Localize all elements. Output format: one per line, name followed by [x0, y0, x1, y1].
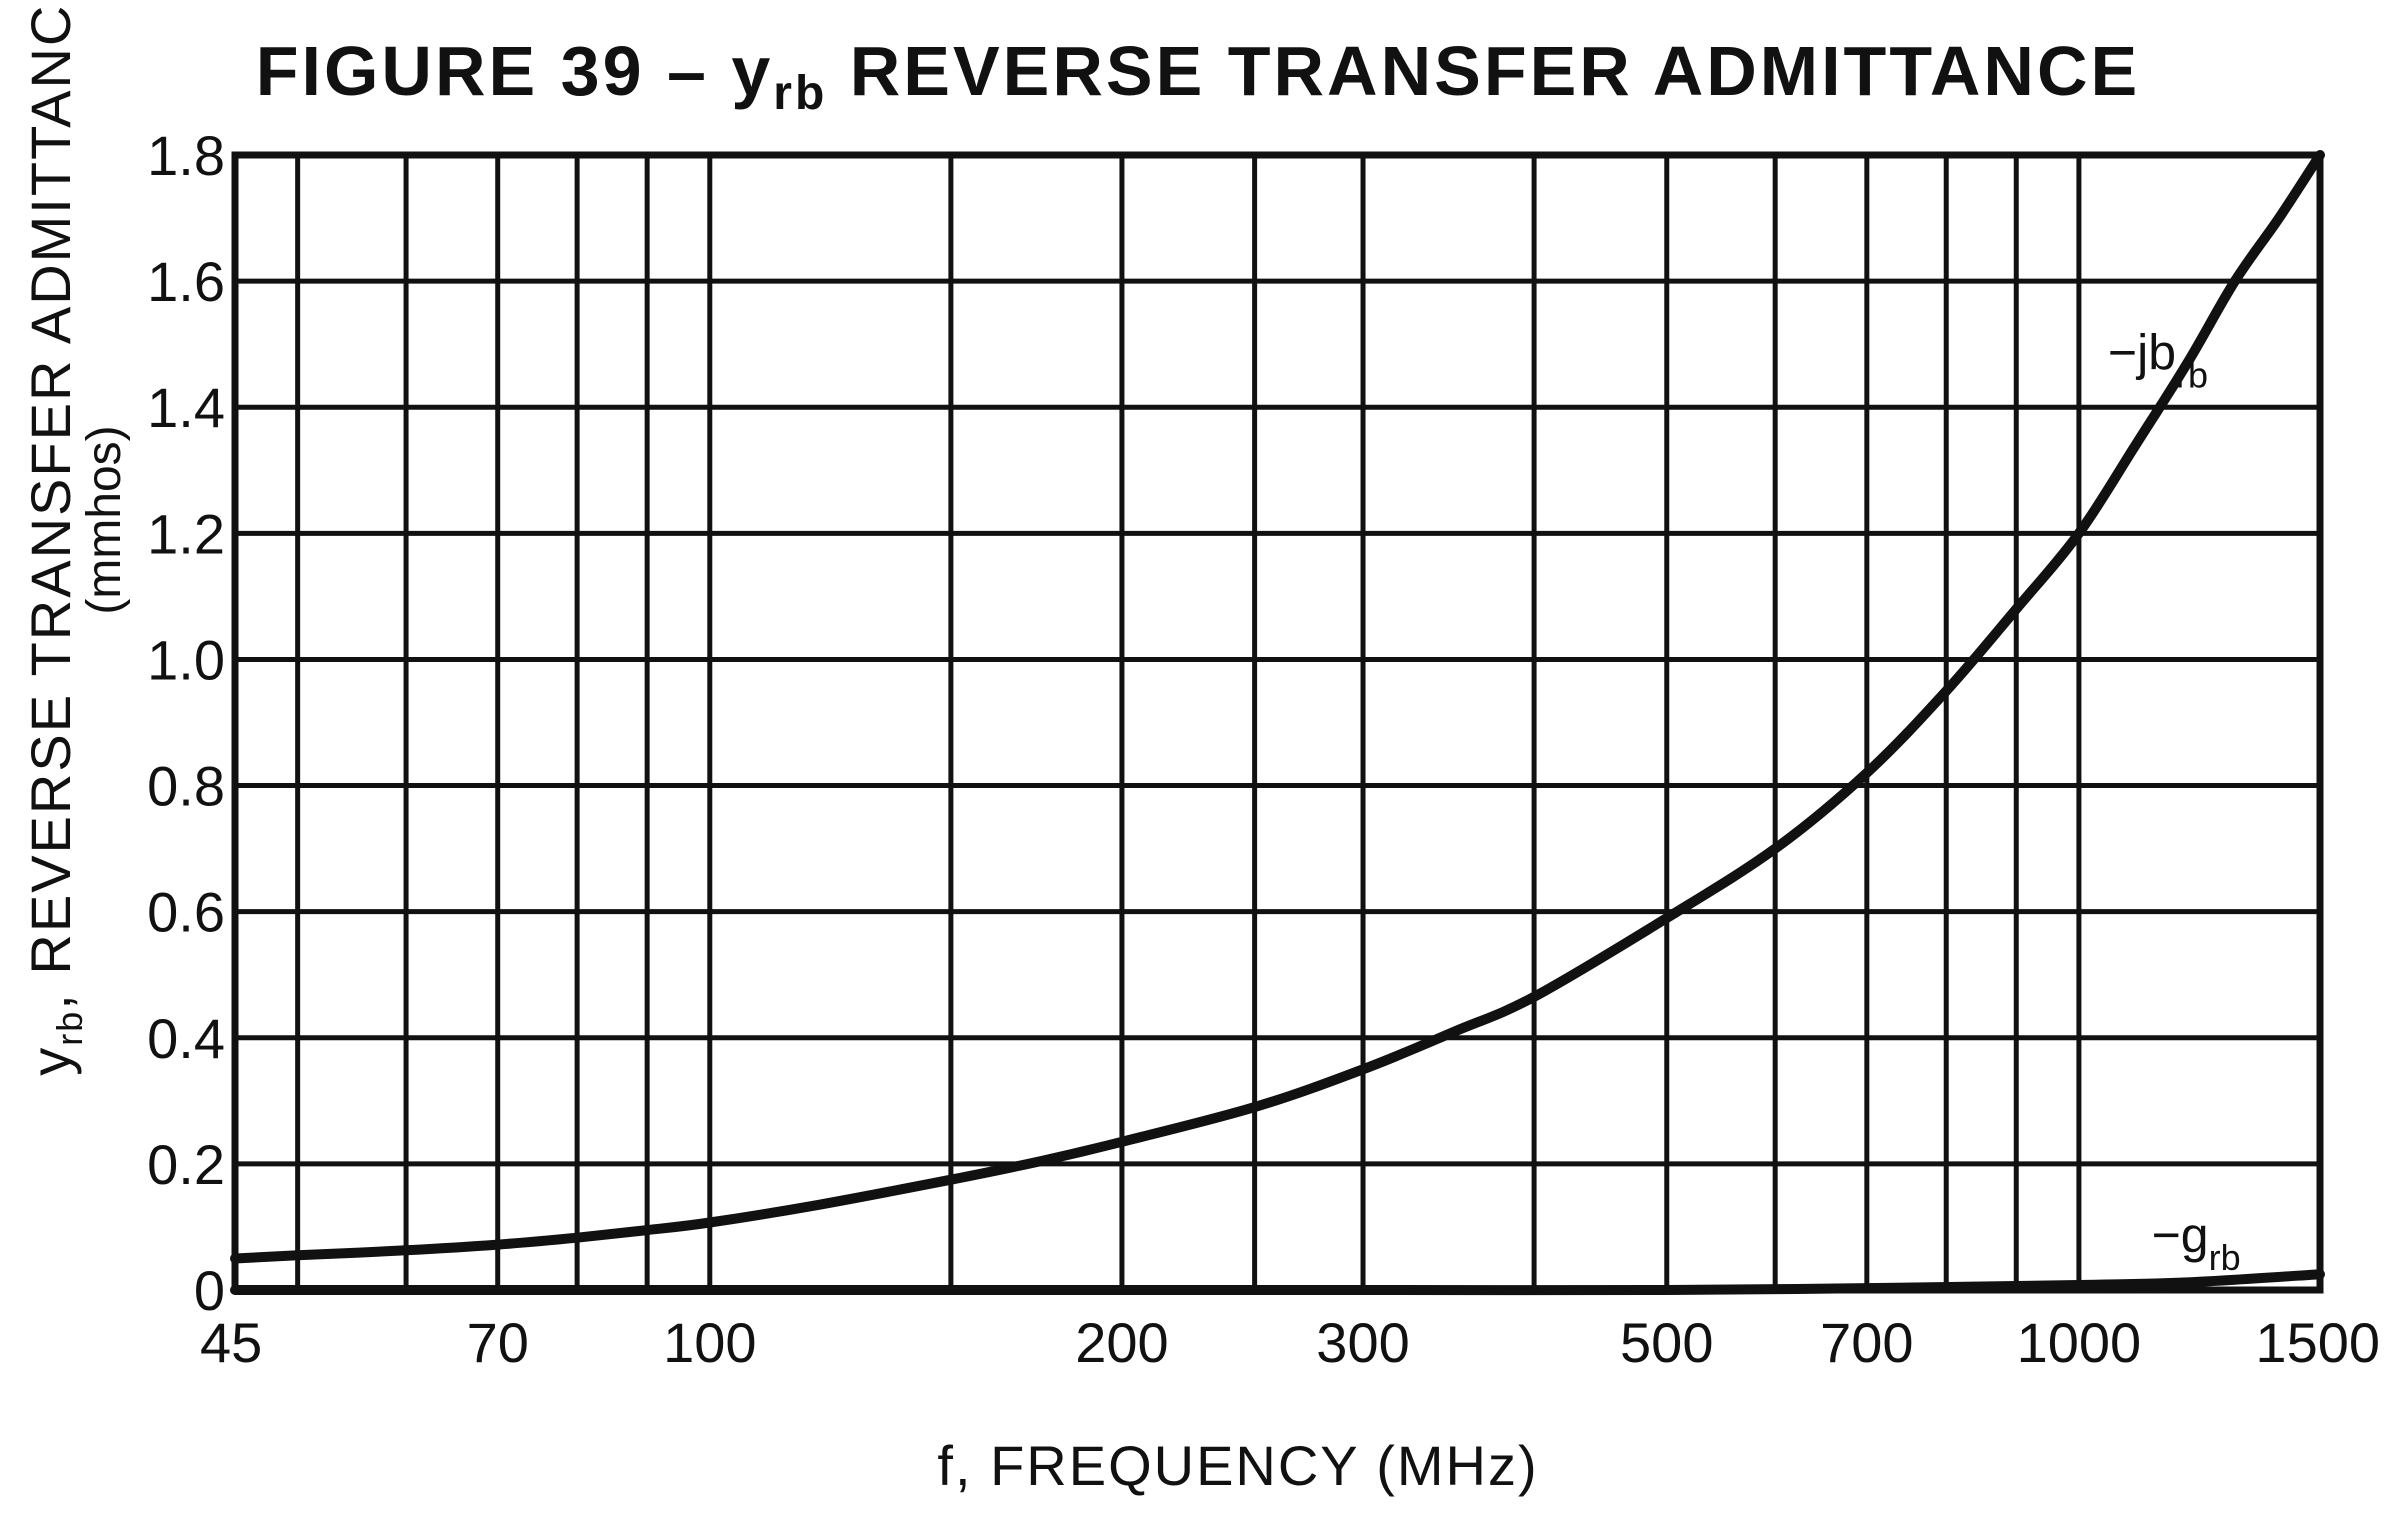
y-tick-label: 0.6: [147, 881, 225, 944]
chart-title-suffix: REVERSE TRANSFER ADMITTANCE: [827, 32, 2140, 110]
y-tick-label: 1.8: [147, 124, 225, 187]
x-tick-label: 300: [1316, 1311, 1409, 1374]
series-line-0: [230, 150, 2325, 1264]
x-tick-label: 1000: [2017, 1311, 2142, 1374]
y-tick-label: 1.4: [147, 376, 225, 439]
y-tick-label: 1.2: [147, 502, 225, 565]
y-axis-label-symbol: y: [19, 1046, 82, 1076]
plot-frame: [231, 151, 2324, 1294]
series-labels: −jbrb −grb: [2108, 324, 2241, 1278]
y-tick-label: 1.0: [147, 628, 225, 691]
y-axis-label-subscript: rb: [49, 1010, 90, 1046]
y-tick-label: 0.2: [147, 1133, 225, 1196]
y-tick-label: 0: [194, 1259, 225, 1322]
y-axis-label-text: , REVERSE TRANSFER ADMITTANCE: [19, 0, 82, 1010]
x-tick-label: 500: [1620, 1311, 1713, 1374]
x-tick-label: 200: [1075, 1311, 1168, 1374]
y-tick-label: 0.4: [147, 1007, 225, 1070]
y-gridlines: [235, 152, 2320, 1293]
x-tick-label: 45: [200, 1311, 262, 1374]
y-axis-unit: (mmhos): [78, 425, 131, 614]
chart-title-symbol: y: [731, 32, 773, 110]
series-line-1: [230, 1269, 2325, 1296]
chart-title-subscript: rb: [773, 67, 827, 120]
y-tick-label: 0.8: [147, 755, 225, 818]
series-label-1: −grb: [2152, 1207, 2241, 1278]
y-tick-label: 1.6: [147, 250, 225, 313]
y-axis-label-group: yrb, REVERSE TRANSFER ADMITTANCE (mmhos): [19, 0, 131, 1076]
x-tick-labels: 45 70 100 200 300 500 700 1000 1500: [200, 1311, 2380, 1374]
series-label-0: −jbrb: [2108, 324, 2208, 395]
x-gridlines: [232, 155, 2323, 1290]
chart-title-prefix: FIGURE 39 –: [256, 32, 732, 110]
y-axis-label: yrb, REVERSE TRANSFER ADMITTANCE: [19, 0, 90, 1076]
x-tick-label: 1500: [2255, 1311, 2380, 1374]
x-tick-label: 70: [467, 1311, 529, 1374]
x-axis-label: f, FREQUENCY (MHz): [937, 1434, 1538, 1497]
x-tick-label: 700: [1820, 1311, 1913, 1374]
series-layer: [230, 150, 2325, 1296]
y-tick-labels: 0 0.2 0.4 0.6 0.8 1.0 1.2 1.4 1.6 1.8: [147, 124, 225, 1322]
x-tick-label: 100: [663, 1311, 756, 1374]
chart-title: FIGURE 39 – yrb REVERSE TRANSFER ADMITTA…: [256, 32, 2140, 120]
